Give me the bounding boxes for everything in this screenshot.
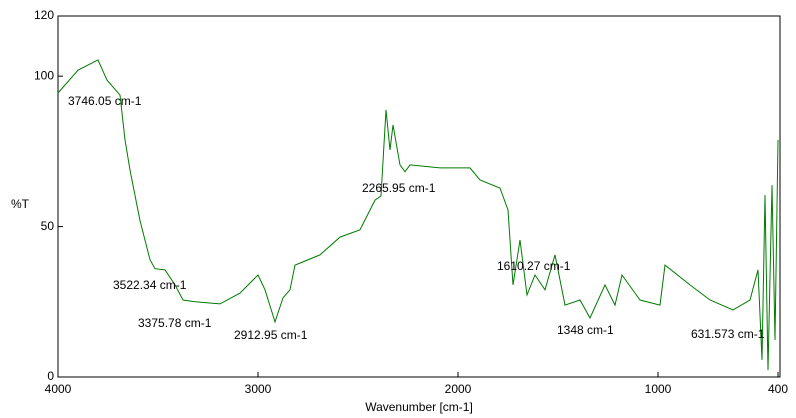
plot-frame [57, 15, 781, 378]
x-tick-label: 400 [768, 382, 788, 396]
peak-label: 631.573 cm-1 [691, 327, 765, 341]
y-tick-label: 120 [34, 8, 54, 22]
spectrum-line [57, 59, 779, 371]
x-tick-label: 1000 [645, 382, 672, 396]
peak-label: 3375.78 cm-1 [138, 316, 212, 330]
peak-label: 2265.95 cm-1 [362, 181, 436, 195]
x-tick-label: 4000 [45, 382, 72, 396]
y-tick-label: 100 [34, 68, 54, 82]
peak-label: 3746.05 cm-1 [68, 94, 142, 108]
y-tick-label: 0 [47, 369, 54, 383]
peak-label: 1610.27 cm-1 [497, 259, 571, 273]
peak-label: 2912.95 cm-1 [234, 328, 308, 342]
y-axis-label: %T [11, 197, 30, 211]
x-tick-label: 3000 [245, 382, 272, 396]
peak-label: 1348 cm-1 [557, 323, 614, 337]
x-tick-label: 2000 [445, 382, 472, 396]
peak-label: 3522.34 cm-1 [113, 278, 187, 292]
x-axis-label: Wavenumber [cm-1] [365, 400, 473, 414]
y-tick-label: 50 [41, 219, 55, 233]
